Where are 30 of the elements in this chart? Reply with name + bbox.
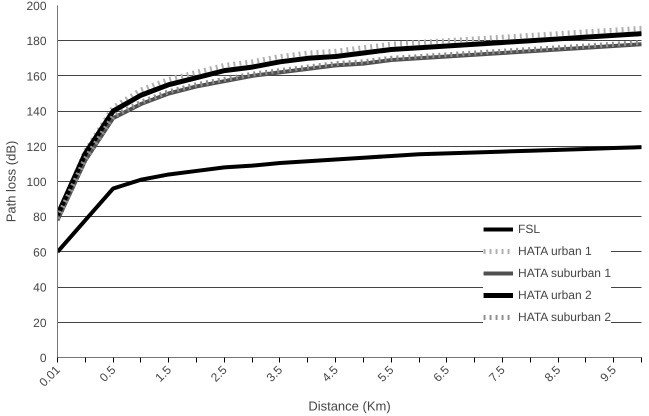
y-tick-label: 40	[33, 280, 47, 295]
x-tick-label: 1.5	[152, 362, 174, 385]
y-axis-title: Path loss (dB)	[3, 140, 18, 222]
legend-label: FSL	[518, 222, 540, 236]
line-series	[58, 145, 642, 254]
x-tick-label: 0.01	[36, 362, 64, 390]
y-tick-label: 0	[40, 351, 47, 365]
x-tick-label: 8.5	[542, 362, 564, 385]
x-tick-label: 4.5	[319, 362, 342, 385]
y-tick-label: 200	[26, 0, 47, 13]
legend-label: HATA suburban 2	[518, 310, 611, 324]
x-tick-label: 3.5	[264, 362, 286, 385]
x-tick-label: 5.5	[374, 362, 397, 385]
x-tick-label: 0.5	[96, 362, 119, 385]
legend-label: HATA urban 1	[518, 244, 592, 258]
y-tick-label: 100	[26, 175, 47, 189]
x-tick-label: 7.5	[486, 362, 508, 385]
legend-label: HATA urban 2	[518, 288, 592, 302]
legend-label: HATA suburban 1	[518, 266, 611, 280]
y-tick-label: 80	[33, 210, 47, 224]
x-tick-label: 2.5	[208, 362, 230, 385]
y-tick-label: 160	[26, 69, 47, 84]
x-axis-title: Distance (Km)	[308, 398, 391, 414]
y-tick-label: 180	[26, 34, 47, 48]
y-tick-label: 60	[33, 245, 47, 260]
y-tick-label: 120	[26, 140, 47, 154]
x-tick-label: 9.5	[597, 362, 620, 385]
y-tick-label: 20	[33, 316, 47, 330]
y-tick-label: 140	[26, 104, 47, 119]
x-tick-label: 6.5	[430, 362, 452, 385]
